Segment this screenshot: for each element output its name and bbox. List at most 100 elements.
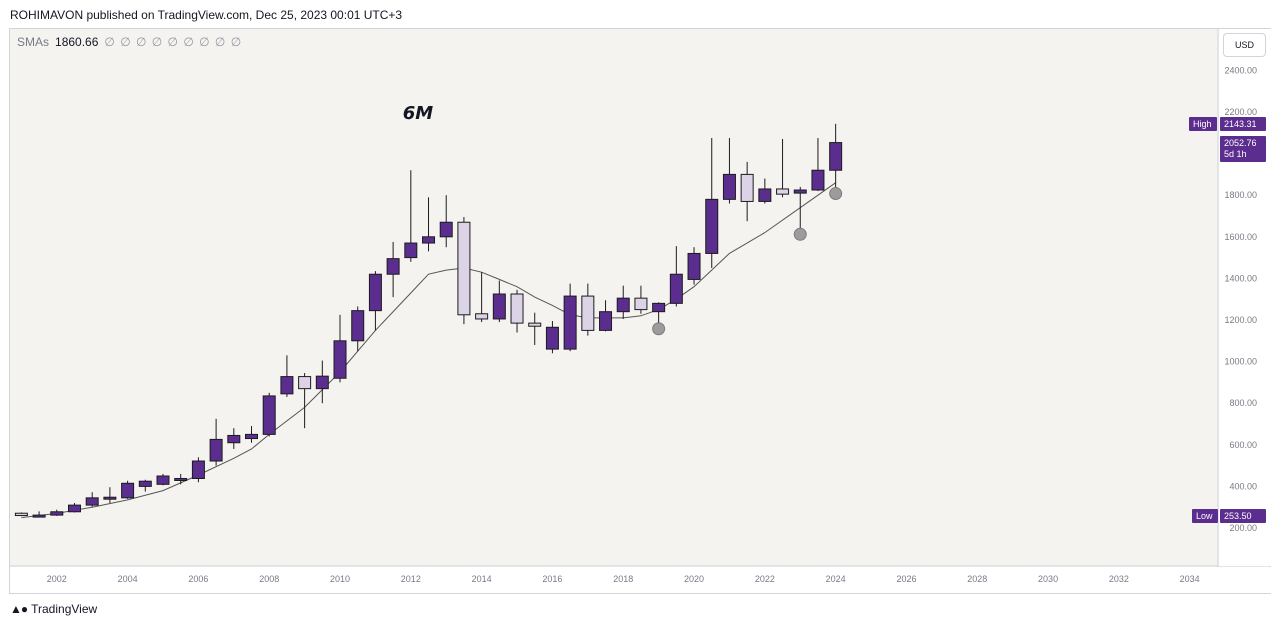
- candle: [616, 285, 630, 319]
- x-tick-label: 2028: [967, 574, 987, 584]
- time-axis-bg: [10, 567, 1271, 593]
- candle: [492, 280, 506, 323]
- x-tick-label: 2006: [188, 574, 208, 584]
- candle-body: [563, 295, 577, 350]
- candle-body: [758, 188, 772, 202]
- y-tick-label: 2200.00: [1224, 107, 1257, 117]
- candle: [740, 161, 754, 222]
- low-label-badge-text: Low: [1196, 511, 1213, 521]
- y-tick-label: 400.00: [1229, 481, 1257, 491]
- candles-layer: [14, 123, 843, 518]
- y-tick-label: 800.00: [1229, 398, 1257, 408]
- candle-body: [634, 297, 648, 311]
- candle: [85, 492, 99, 507]
- low-value-badge-text: 253.50: [1224, 511, 1252, 521]
- indicator-legend[interactable]: SMAs 1860.66 ∅ ∅ ∅ ∅ ∅ ∅ ∅ ∅ ∅: [17, 35, 242, 49]
- candle-body: [351, 310, 365, 342]
- candle: [510, 289, 524, 333]
- candle-body: [793, 189, 807, 194]
- y-tick-label: 1800.00: [1224, 190, 1257, 200]
- candle-body: [174, 477, 188, 481]
- candle-body: [227, 434, 241, 444]
- x-tick-label: 2014: [472, 574, 492, 584]
- y-tick-label: 200.00: [1229, 523, 1257, 533]
- candle: [280, 355, 294, 397]
- candle: [829, 123, 843, 194]
- marker-dot: [652, 322, 666, 336]
- candle: [758, 178, 772, 204]
- legend-sma-value: 1860.66: [55, 35, 99, 49]
- high-label-badge-bg: [1189, 117, 1217, 131]
- candle-body: [439, 221, 453, 238]
- tradingview-footer[interactable]: ▲● TradingView: [10, 602, 97, 616]
- y-tick-label: 1200.00: [1224, 315, 1257, 325]
- candle-body: [422, 236, 436, 244]
- candle: [14, 512, 28, 517]
- candle-body: [528, 322, 542, 327]
- candle-body: [669, 273, 683, 304]
- candle-body: [705, 198, 719, 254]
- candle: [368, 271, 382, 331]
- candle-body: [510, 293, 524, 324]
- marker-dot: [793, 227, 807, 241]
- candle: [687, 247, 701, 285]
- candle-body: [722, 173, 736, 200]
- candle: [705, 138, 719, 268]
- marker-dot: [829, 187, 843, 201]
- x-tick-label: 2016: [542, 574, 562, 584]
- candle: [669, 246, 683, 307]
- candle: [793, 186, 807, 234]
- tradingview-logo-icon: ▲●: [10, 602, 28, 616]
- candle-body: [103, 496, 117, 500]
- candle-body: [492, 293, 506, 320]
- x-tick-label: 2024: [826, 574, 846, 584]
- last-price-badge-bg: [1220, 136, 1266, 162]
- candle: [209, 418, 223, 466]
- candle: [545, 321, 559, 354]
- candle-body: [829, 142, 843, 171]
- candle-body: [315, 375, 329, 390]
- candle: [103, 487, 117, 504]
- candle-body: [616, 297, 630, 313]
- candle-body: [209, 438, 223, 462]
- x-tick-label: 2034: [1180, 574, 1200, 584]
- candle: [457, 217, 471, 325]
- candle-body: [687, 252, 701, 280]
- candle: [50, 509, 64, 516]
- last-price-badge-text: 2052.76: [1224, 138, 1257, 148]
- candle-body: [32, 514, 46, 518]
- y-tick-label: 600.00: [1229, 440, 1257, 450]
- candle: [333, 314, 347, 383]
- candle: [811, 138, 825, 192]
- candle: [528, 312, 542, 345]
- currency-button[interactable]: USD: [1223, 33, 1266, 57]
- candle-body: [191, 460, 205, 479]
- x-tick-label: 2020: [684, 574, 704, 584]
- candle-body: [121, 482, 135, 499]
- y-tick-label: 1600.00: [1224, 232, 1257, 242]
- candle: [227, 428, 241, 449]
- candle-body: [50, 511, 64, 516]
- candle-body: [368, 273, 382, 312]
- candle-body: [138, 480, 152, 487]
- high-value-badge-bg: [1220, 117, 1266, 131]
- candle: [351, 306, 365, 352]
- x-tick-label: 2018: [613, 574, 633, 584]
- candle: [315, 360, 329, 404]
- candle-body: [245, 433, 259, 440]
- candle: [245, 426, 259, 443]
- candle: [138, 479, 152, 492]
- candle-body: [262, 395, 276, 435]
- footer-brand: TradingView: [31, 602, 98, 616]
- candle-body: [85, 497, 99, 506]
- timeframe-annotation: 6M: [403, 103, 434, 124]
- candle: [776, 139, 790, 198]
- x-tick-label: 2010: [330, 574, 350, 584]
- candle: [422, 197, 436, 252]
- candle: [67, 503, 81, 513]
- candle: [121, 480, 135, 499]
- last-price-badge-text: 5d 1h: [1224, 149, 1247, 159]
- markers-layer: [652, 187, 843, 336]
